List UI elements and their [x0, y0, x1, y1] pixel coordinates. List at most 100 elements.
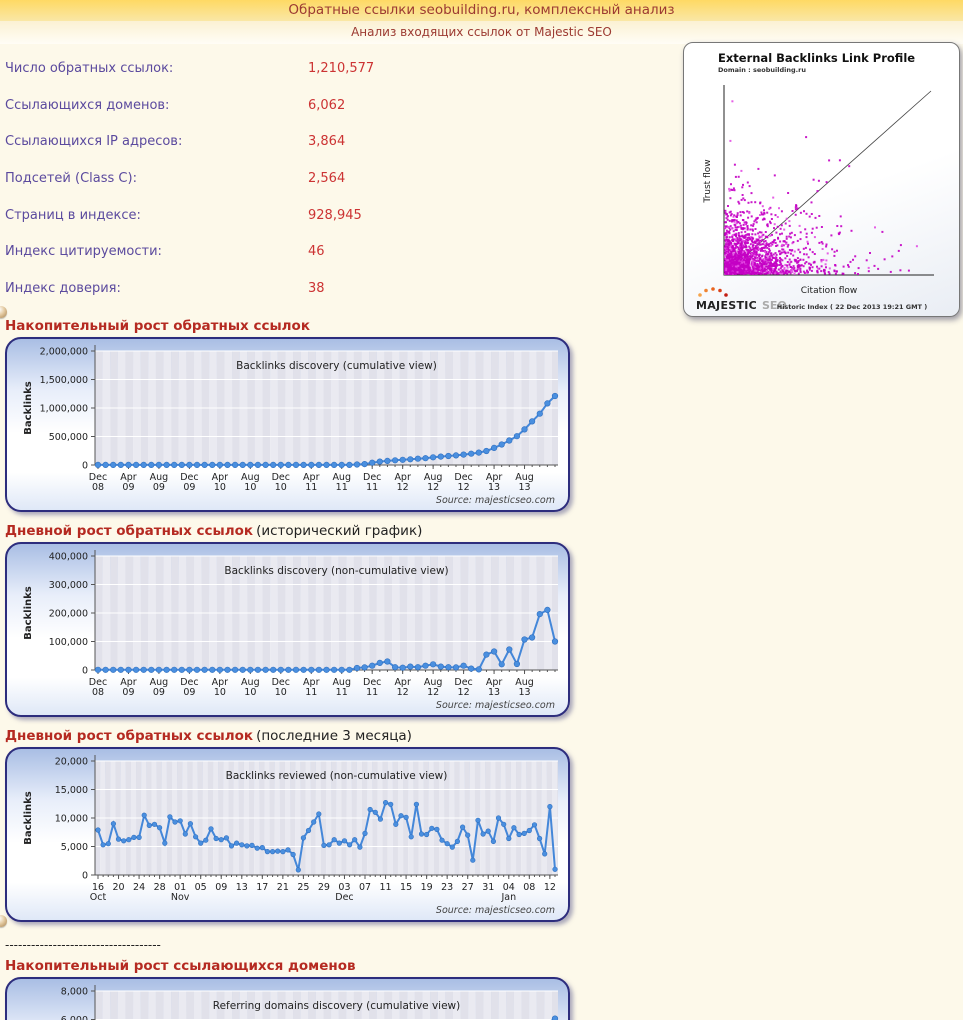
svg-text:Apr: Apr [394, 677, 411, 688]
svg-text:Jan: Jan [500, 892, 516, 903]
svg-text:Dec: Dec [180, 472, 198, 483]
svg-text:Apr: Apr [212, 677, 229, 688]
svg-text:Backlinks: Backlinks [23, 586, 34, 640]
stat-value: 2,564 [308, 170, 346, 186]
section-backlinks-cumulative: Накопительный рост обратных ссылок 0 500,… [0, 318, 600, 512]
svg-text:Backlinks: Backlinks [23, 791, 34, 845]
svg-text:Referring domains discovery (c: Referring domains discovery (cumulative … [213, 1000, 460, 1012]
svg-text:20,000: 20,000 [55, 757, 88, 768]
svg-text:Backlinks: Backlinks [23, 381, 34, 435]
svg-text:500,000: 500,000 [49, 432, 88, 443]
stat-value: 1,210,577 [308, 60, 375, 76]
svg-text:20: 20 [112, 882, 124, 893]
svg-text:Oct: Oct [90, 892, 107, 903]
svg-text:Backlinks discovery (non-cumul: Backlinks discovery (non-cumulative view… [224, 565, 448, 577]
table-row: Подсетей (Class C): 2,564 [5, 160, 374, 197]
svg-text:12: 12 [397, 687, 409, 698]
svg-text:Source: majesticseo.com: Source: majesticseo.com [436, 905, 555, 916]
page-title-bar: Обратные ссылки seobuilding.ru, комплекс… [0, 0, 963, 21]
stat-value: 38 [308, 280, 325, 296]
svg-text:12: 12 [427, 482, 439, 493]
svg-text:300,000: 300,000 [49, 580, 88, 591]
stat-label: Подсетей (Class C): [5, 170, 137, 186]
svg-text:03: 03 [338, 882, 350, 893]
table-row: Ссылающихся IP адресов: 3,864 [5, 123, 374, 160]
chart-domains-cumulative: 02,0004,0006,0008,000Dec08Apr09Aug09Dec0… [5, 977, 570, 1020]
svg-text:Aug: Aug [424, 472, 443, 483]
svg-text:10: 10 [244, 687, 256, 698]
svg-text:Apr: Apr [394, 472, 411, 483]
bullet-icon [0, 915, 7, 927]
svg-text:Backlinks reviewed (non-cumula: Backlinks reviewed (non-cumulative view) [226, 770, 448, 782]
svg-text:17: 17 [256, 882, 268, 893]
svg-text:8,000: 8,000 [61, 987, 88, 998]
page-subtitle: Анализ входящих ссылок от Majestic SEO [351, 25, 612, 39]
svg-text:0: 0 [82, 461, 88, 472]
svg-text:2,000,000: 2,000,000 [40, 347, 88, 358]
svg-text:Aug: Aug [424, 677, 443, 688]
svg-text:13: 13 [518, 482, 530, 493]
svg-text:Apr: Apr [303, 472, 320, 483]
chart-backlinks-daily-3months: 0 5,000 10,000 15,000 20,000 16 Oct 20 24 28 01 Nov… [5, 747, 570, 922]
svg-text:Dec: Dec [454, 472, 472, 483]
stat-label: Ссылающихся доменов: [5, 97, 170, 113]
svg-text:Dec: Dec [363, 677, 381, 688]
svg-text:11: 11 [366, 687, 378, 698]
stat-label: Страниц в индексе: [5, 207, 141, 223]
svg-text:13: 13 [488, 687, 500, 698]
svg-text:10: 10 [275, 687, 287, 698]
table-row: Число обратных ссылок: 1,210,577 [5, 50, 374, 87]
svg-text:12: 12 [427, 687, 439, 698]
svg-text:Dec: Dec [272, 677, 290, 688]
svg-text:Dec: Dec [335, 892, 353, 903]
svg-text:29: 29 [318, 882, 330, 893]
svg-text:Backlinks discovery (cumulativ: Backlinks discovery (cumulative view) [236, 360, 437, 372]
svg-text:Aug: Aug [515, 472, 534, 483]
svg-text:5,000: 5,000 [61, 842, 88, 853]
svg-text:Aug: Aug [241, 677, 260, 688]
chart-backlinks-daily-historic: 0 100,000 200,000 300,000 400,000 Dec 08 Apr 09 A… [5, 542, 570, 717]
svg-text:09: 09 [122, 687, 134, 698]
svg-text:11: 11 [305, 482, 317, 493]
svg-text:16: 16 [92, 882, 104, 893]
stat-value: 46 [308, 244, 325, 260]
svg-text:09: 09 [215, 882, 227, 893]
svg-text:Dec: Dec [89, 677, 107, 688]
stat-label: Ссылающихся IP адресов: [5, 134, 183, 150]
svg-text:SEO: SEO [762, 299, 787, 312]
section-backlinks-daily-historic: Дневной рост обратных ссылок (исторически… [0, 523, 600, 717]
svg-text:Apr: Apr [486, 677, 503, 688]
chart-backlinks-cumulative: 0 500,000 1,000,000 1,500,000 2,000,000 Dec 08… [5, 337, 570, 512]
svg-text:Historic Index ( 22 Dec 2013 1: Historic Index ( 22 Dec 2013 19:21 GMT ) [777, 303, 927, 311]
svg-text:09: 09 [153, 482, 165, 493]
svg-text:12: 12 [458, 482, 470, 493]
svg-text:11: 11 [305, 687, 317, 698]
svg-text:23: 23 [441, 882, 453, 893]
charts-area: Накопительный рост обратных ссылок 0 500,… [0, 318, 600, 1020]
section-heading: Накопительный рост обратных ссылок [5, 318, 310, 334]
svg-text:10: 10 [244, 482, 256, 493]
svg-text:10: 10 [214, 482, 226, 493]
svg-text:Aug: Aug [332, 472, 351, 483]
svg-text:1,500,000: 1,500,000 [40, 375, 88, 386]
stat-value: 928,945 [308, 207, 362, 223]
svg-text:01: 01 [174, 882, 186, 893]
svg-text:Aug: Aug [515, 677, 534, 688]
svg-text:10,000: 10,000 [55, 814, 88, 825]
svg-text:Apr: Apr [120, 472, 137, 483]
svg-text:09: 09 [183, 687, 195, 698]
svg-text:13: 13 [236, 882, 248, 893]
table-row: Индекс цитируемости: 46 [5, 233, 374, 270]
svg-text:400,000: 400,000 [49, 552, 88, 563]
svg-text:MAJESTIC: MAJESTIC [696, 299, 757, 312]
svg-text:09: 09 [153, 687, 165, 698]
svg-text:13: 13 [488, 482, 500, 493]
svg-text:05: 05 [195, 882, 207, 893]
svg-text:Source: majesticseo.com: Source: majesticseo.com [436, 495, 555, 506]
svg-text:11: 11 [336, 482, 348, 493]
svg-text:08: 08 [523, 882, 535, 893]
trust-citation-scatter-chart: Citation flow Trust flow MAJESTIC SEOHistor… [696, 85, 934, 312]
table-row: Страниц в индексе: 928,945 [5, 197, 374, 234]
svg-text:Dec: Dec [454, 677, 472, 688]
